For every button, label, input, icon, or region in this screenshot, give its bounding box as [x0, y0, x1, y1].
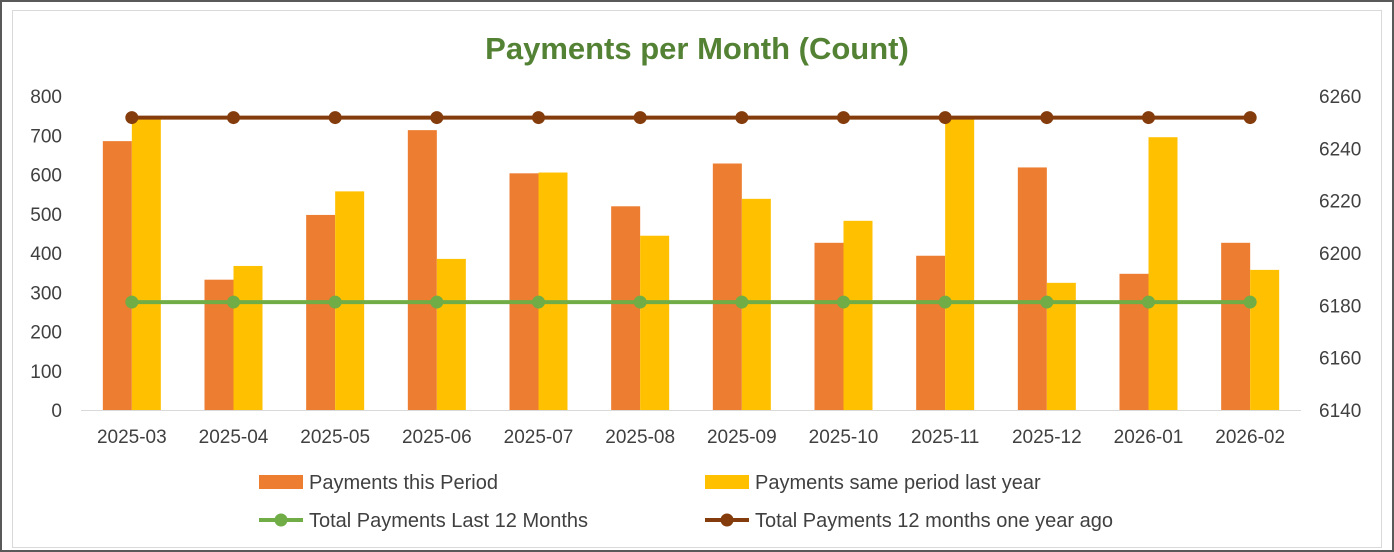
line-point-2 — [125, 111, 139, 125]
line-point-2 — [1040, 111, 1054, 125]
x-tick-label: 2025-09 — [707, 427, 777, 448]
line-point-2 — [1243, 111, 1257, 125]
y-left-tick-label: 100 — [30, 362, 62, 383]
bar-last-year — [1148, 137, 1178, 410]
y-right-tick-label: 6220 — [1319, 192, 1361, 213]
bar-last-year — [1250, 269, 1280, 410]
chart-svg: Payments per Month (Count) 0 100 200 300 400 5… — [30, 31, 1361, 532]
bar-this-period — [102, 141, 132, 410]
bar-last-year — [843, 220, 873, 410]
x-tick-label: 2025-05 — [300, 427, 370, 448]
y-left-tick-label: 300 — [30, 283, 62, 304]
line-point-1 — [1243, 295, 1257, 309]
bar-this-period — [712, 163, 742, 410]
bar-this-period — [814, 242, 844, 410]
chart-area: Payments per Month (Count) 0 100 200 300 400 5… — [12, 10, 1382, 548]
x-tick-label: 2025-08 — [605, 427, 675, 448]
y-right-tick-label: 6260 — [1319, 87, 1361, 108]
x-tick-label: 2026-02 — [1215, 427, 1285, 448]
bar-this-period — [916, 255, 946, 410]
y-right-tick-label: 6140 — [1319, 401, 1361, 422]
bar-this-period — [306, 214, 336, 410]
y-left-tick-label: 800 — [30, 87, 62, 108]
legend-swatch — [705, 475, 749, 489]
line-point-2 — [532, 111, 545, 125]
y-right-tick-label: 6180 — [1319, 296, 1361, 317]
bar-this-period — [407, 130, 437, 410]
line-point-1 — [1040, 295, 1054, 309]
line-point-1 — [430, 295, 444, 309]
legend-label: Total Payments 12 months one year ago — [755, 510, 1113, 532]
y-right-tick-label: 6240 — [1319, 139, 1361, 160]
line-point-1 — [532, 295, 545, 309]
line-point-1 — [1142, 295, 1155, 309]
line-point-1 — [125, 295, 139, 309]
legend-swatch-marker — [274, 513, 288, 527]
line-point-2 — [328, 111, 342, 125]
x-tick-label: 2026-01 — [1114, 427, 1184, 448]
y-right-tick-label: 6160 — [1319, 349, 1361, 370]
line-point-2 — [633, 111, 647, 125]
line-point-2 — [938, 111, 952, 125]
x-tick-label: 2025-11 — [911, 427, 979, 448]
bar-this-period — [611, 206, 641, 410]
x-tick-label: 2025-10 — [809, 427, 879, 448]
bar-last-year — [436, 258, 466, 410]
y-left-tick-label: 700 — [30, 126, 62, 147]
line-point-2 — [430, 111, 444, 125]
line-point-2 — [1142, 111, 1155, 125]
y-left-tick-label: 200 — [30, 323, 62, 344]
line-point-1 — [328, 295, 342, 309]
line-point-2 — [735, 111, 749, 125]
bar-last-year — [945, 116, 975, 410]
legend-swatch-marker — [720, 513, 734, 527]
line-point-1 — [938, 295, 952, 309]
legend-label: Payments this Period — [309, 472, 498, 494]
legend-swatch — [259, 475, 303, 489]
x-tick-label: 2025-07 — [504, 427, 574, 448]
bar-last-year — [131, 117, 161, 411]
x-tick-label: 2025-03 — [97, 427, 167, 448]
y-left-tick-label: 0 — [51, 401, 62, 422]
bar-last-year — [640, 235, 670, 410]
line-point-1 — [227, 295, 240, 309]
legend-label: Payments same period last year — [755, 472, 1041, 494]
x-tick-label: 2025-04 — [199, 427, 269, 448]
chart-title: Payments per Month (Count) — [485, 31, 909, 66]
line-point-1 — [633, 295, 647, 309]
bar-last-year — [233, 265, 263, 410]
legend-label: Total Payments Last 12 Months — [309, 510, 588, 532]
bar-this-period — [1017, 167, 1047, 410]
bar-this-period — [1221, 242, 1251, 410]
x-tick-label: 2025-12 — [1012, 427, 1082, 448]
bar-this-period — [509, 173, 539, 410]
line-point-1 — [837, 295, 850, 309]
bar-this-period — [1119, 273, 1149, 410]
line-point-2 — [227, 111, 240, 125]
y-left-tick-label: 500 — [30, 205, 62, 226]
bar-last-year — [538, 172, 568, 410]
y-left-tick-label: 600 — [30, 166, 62, 187]
line-point-2 — [837, 111, 850, 125]
x-tick-label: 2025-06 — [402, 427, 472, 448]
y-right-tick-label: 6200 — [1319, 244, 1361, 265]
y-left-tick-label: 400 — [30, 244, 62, 265]
line-point-1 — [735, 295, 749, 309]
